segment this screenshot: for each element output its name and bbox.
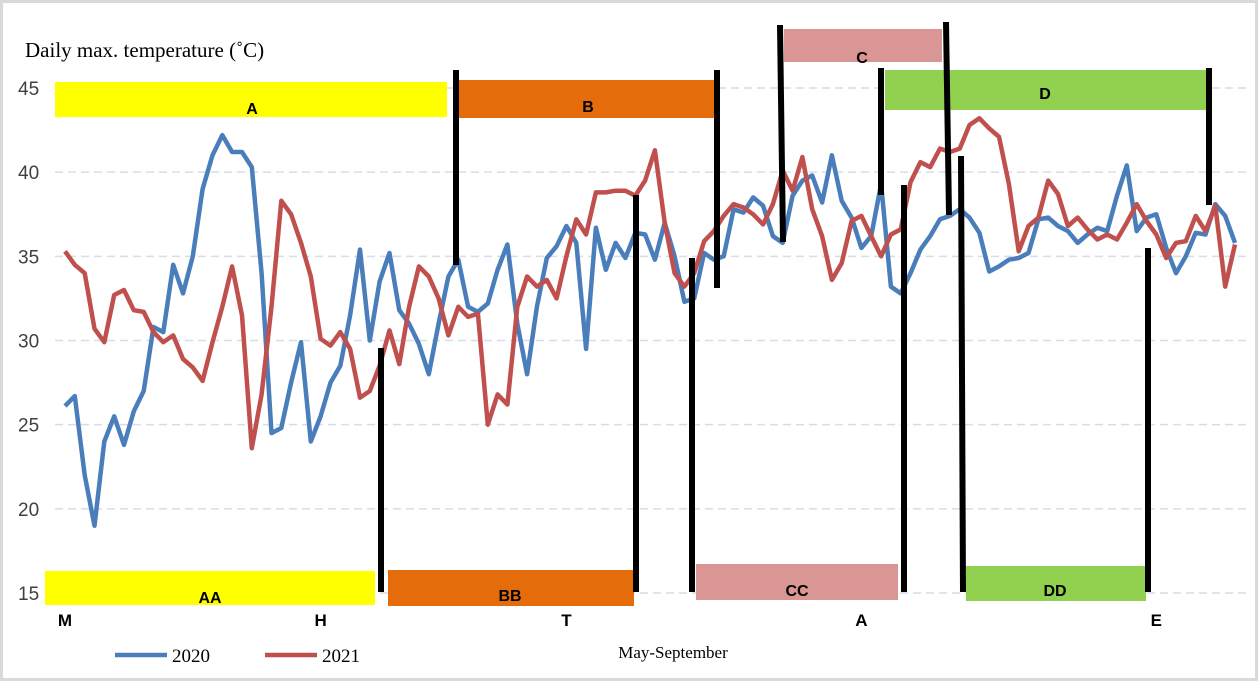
legend-label: 2021 [322,646,360,667]
annotation-box [458,80,716,118]
annotation-label: BB [498,588,521,605]
x-tick-label: M [58,611,72,630]
y-tick-label: 25 [18,416,39,437]
y-tick-label: 35 [18,247,39,268]
annotations: A B C D AA BB CC DD [45,21,1212,607]
annotation-box [885,70,1206,110]
y-tick-label: 45 [18,79,39,100]
x-tick-label: H [314,611,326,630]
annotation-label: C [856,50,868,67]
annotation-box [55,82,447,117]
divider [958,155,966,593]
legend: 2020 2021 [115,646,360,667]
x-tick-label: A [855,611,867,630]
annotation-label: B [582,99,594,116]
annotation-box [45,571,375,605]
annotation-label: CC [785,583,809,600]
annotation-box [696,564,898,600]
divider [943,21,952,216]
x-tick-label: E [1151,611,1162,630]
x-tick-label: T [561,611,572,630]
annotation-label: DD [1043,583,1066,600]
series-line [63,116,1238,451]
annotation-box [784,29,942,62]
y-tick-label: 40 [18,163,39,184]
y-tick-label: 30 [18,332,39,353]
divider [777,24,786,243]
legend-label: 2020 [172,646,210,667]
annotation-label: AA [198,590,222,607]
annotation-label: D [1039,86,1051,103]
annotation-label: A [246,101,258,118]
annotation-box [388,570,634,606]
y-tick-label: 20 [18,500,39,521]
y-tick-label: 15 [18,584,39,605]
chart-title: Daily max. temperature (˚C) [25,38,264,62]
x-axis-title: May-September [618,643,728,662]
annotation-box [966,566,1146,601]
lines [63,116,1238,528]
